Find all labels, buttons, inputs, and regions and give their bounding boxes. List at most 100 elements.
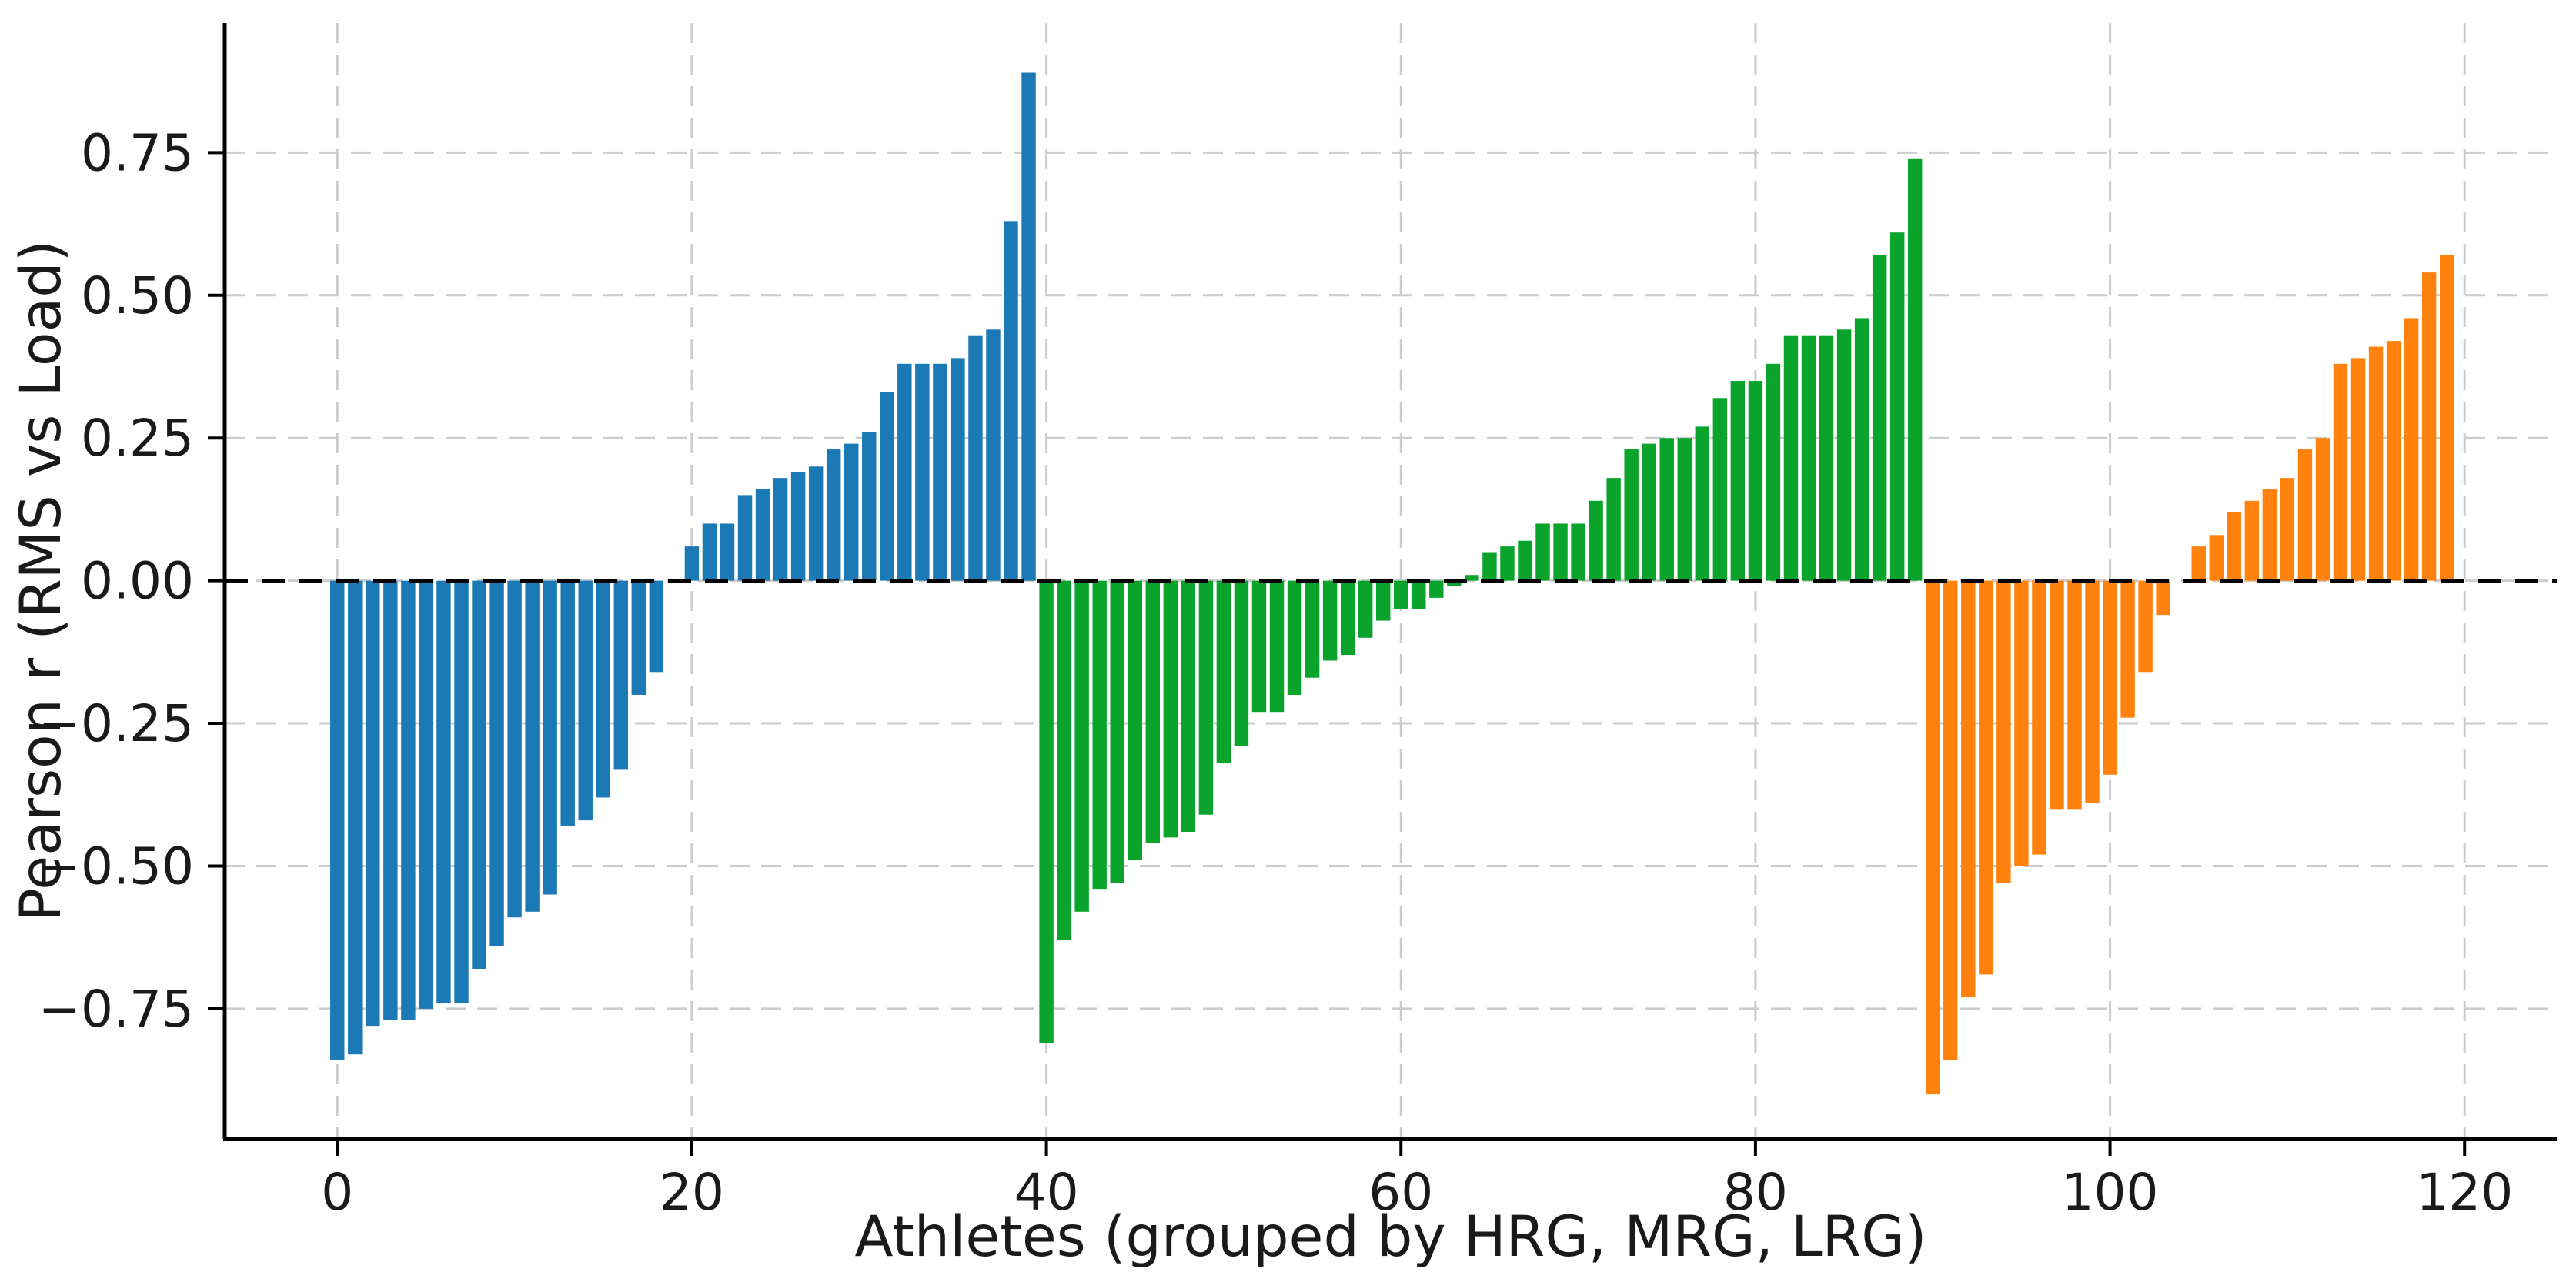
bar — [862, 432, 877, 581]
bar — [1518, 540, 1532, 581]
bar — [1092, 580, 1107, 890]
bar — [1819, 335, 1834, 581]
bar — [1748, 381, 1763, 581]
bar — [613, 580, 629, 770]
bar — [1872, 255, 1887, 581]
bar — [631, 580, 647, 695]
bar-series-mrg — [1039, 158, 1923, 1043]
bar — [2368, 346, 2384, 581]
bar — [1677, 438, 1692, 581]
bar — [2156, 580, 2170, 616]
bar — [808, 466, 824, 581]
axis-ticks — [208, 151, 2467, 1156]
bar — [1907, 158, 1923, 581]
bar — [1465, 575, 1479, 581]
bar — [1287, 580, 1302, 695]
bar — [1110, 580, 1124, 883]
bar — [1766, 363, 1781, 581]
bar — [2050, 580, 2064, 810]
bar — [915, 363, 930, 581]
bar — [1216, 580, 1231, 763]
bar — [1553, 523, 1568, 581]
bar — [330, 580, 345, 1060]
bar — [2209, 535, 2224, 581]
bar — [1961, 580, 1976, 998]
bar — [419, 580, 433, 1009]
bar — [826, 449, 841, 581]
x-tick-label: 20 — [660, 1163, 724, 1222]
bar — [1021, 72, 1036, 581]
bar — [1269, 580, 1285, 713]
bar — [2404, 318, 2419, 581]
bar — [2227, 512, 2242, 581]
bar — [1624, 449, 1639, 581]
bar — [1943, 580, 1958, 1060]
bar — [507, 580, 522, 918]
y-tick-label: 0.25 — [81, 409, 194, 468]
bar — [773, 478, 788, 581]
bar — [348, 580, 363, 1055]
y-axis-label: Pearson r (RMS vs Load) — [8, 240, 74, 922]
bar — [1801, 335, 1816, 581]
bar — [2067, 580, 2082, 810]
bar — [2120, 580, 2135, 718]
bar — [1234, 580, 1249, 746]
bar — [1305, 580, 1320, 678]
bar — [2244, 500, 2260, 581]
bar — [1057, 580, 1071, 940]
tick-labels: 0 20 40 60 80 100 120 0.75 0.50 0.25 0.00 −0.25 −0.5… — [38, 123, 2513, 1222]
bar — [2085, 580, 2100, 803]
bar — [649, 580, 664, 673]
bar — [951, 358, 965, 581]
y-tick-label: 0.75 — [81, 123, 194, 182]
bar — [489, 580, 504, 946]
bar — [1712, 398, 1728, 581]
bar — [684, 546, 700, 581]
y-tick-label: −0.75 — [38, 980, 194, 1039]
bar — [472, 580, 486, 969]
bar — [1979, 580, 1993, 975]
bar — [1447, 580, 1462, 587]
bar — [2386, 341, 2401, 581]
bar — [2103, 580, 2117, 775]
bar — [1606, 478, 1621, 581]
bar-series-hrg — [330, 72, 1036, 1060]
bar — [1854, 318, 1869, 581]
bar — [1163, 580, 1178, 838]
bars — [330, 72, 2454, 1095]
bar — [1783, 335, 1799, 581]
bar — [1642, 443, 1656, 581]
y-tick-label: 0.00 — [81, 552, 194, 611]
bar — [2333, 363, 2348, 581]
bar — [986, 329, 1001, 581]
bar — [2315, 438, 2330, 581]
bar — [454, 580, 469, 1003]
bar — [1500, 546, 1515, 581]
bar — [366, 580, 380, 1027]
bar — [1128, 580, 1142, 861]
bar — [880, 392, 894, 581]
bar — [1375, 580, 1391, 621]
bar — [1730, 381, 1746, 581]
bar — [543, 580, 557, 895]
bar — [2138, 580, 2153, 673]
bar — [578, 580, 593, 821]
bar — [1251, 580, 1267, 713]
bar — [1535, 523, 1550, 581]
x-tick-label: 0 — [321, 1163, 353, 1222]
bar — [1039, 580, 1054, 1043]
bar — [790, 472, 806, 581]
bar — [1482, 552, 1497, 581]
bar — [2280, 478, 2295, 581]
bar — [897, 363, 912, 581]
bar — [2439, 255, 2454, 581]
bar — [1074, 580, 1089, 912]
x-tick-label: 40 — [1014, 1163, 1079, 1222]
x-tick-label: 100 — [2062, 1163, 2159, 1222]
x-axis-label: Athletes (grouped by HRG, MRG, LRG) — [855, 1204, 1927, 1270]
x-tick-label: 80 — [1723, 1163, 1788, 1222]
bar — [401, 580, 416, 1020]
bar-series-lrg — [1926, 255, 2454, 1095]
